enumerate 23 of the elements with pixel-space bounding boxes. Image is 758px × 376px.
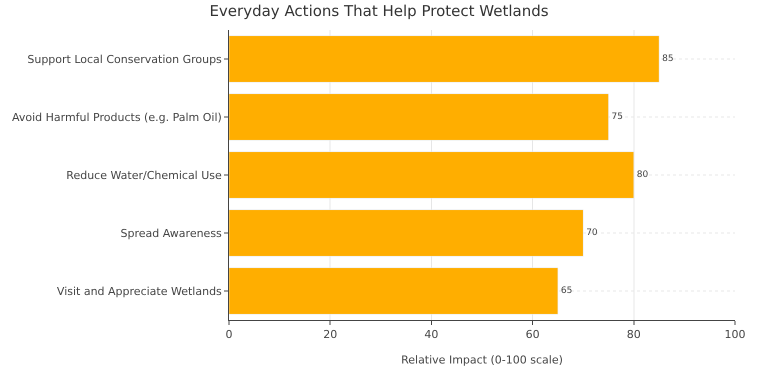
- x-tick-label: 60: [526, 328, 540, 342]
- y-tick-label: Visit and Appreciate Wetlands: [56, 284, 222, 298]
- y-tick-label: Avoid Harmful Products (e.g. Palm Oil): [12, 110, 222, 124]
- bar: [229, 36, 660, 82]
- bar: [229, 210, 584, 256]
- bar: [229, 152, 634, 198]
- data-label: 80: [636, 170, 649, 180]
- data-label: 70: [586, 228, 598, 238]
- x-tick-label: 0: [226, 328, 232, 342]
- y-tick-label: Reduce Water/Chemical Use: [66, 168, 222, 182]
- data-label: 85: [662, 54, 674, 64]
- bar: [229, 94, 609, 140]
- x-tick-label: 100: [724, 328, 746, 342]
- y-tick-label: Support Local Conservation Groups: [27, 52, 222, 66]
- x-tick-label: 80: [626, 328, 641, 342]
- x-tick-label: 40: [424, 328, 438, 342]
- data-label: 65: [560, 286, 572, 296]
- y-tick-label: Spread Awareness: [120, 226, 222, 240]
- bar: [229, 268, 558, 314]
- chart-title: Everyday Actions That Help Protect Wetlands: [209, 2, 549, 20]
- x-axis-title: Relative Impact (0-100 scale): [401, 353, 563, 366]
- data-label: 75: [612, 112, 623, 122]
- x-tick-label: 20: [323, 328, 338, 342]
